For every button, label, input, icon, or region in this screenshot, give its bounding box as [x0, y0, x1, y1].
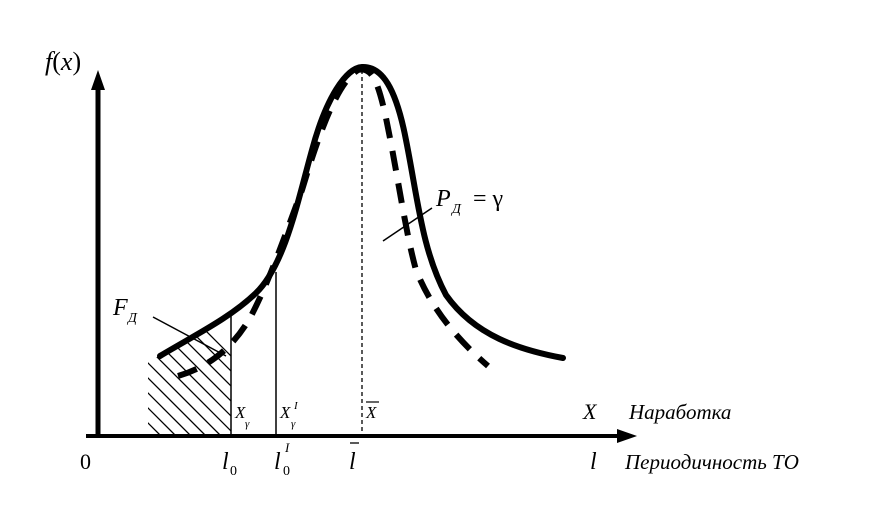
x-axis-arrow: [617, 429, 637, 443]
y-axis-label-x: x: [60, 47, 73, 76]
x-axis-caption-bottom: Периодичность ТО: [624, 450, 799, 474]
svg-text:f(x): f(x): [45, 47, 81, 76]
marker-l0: l: [222, 449, 229, 475]
leader-P: [382, 207, 433, 242]
annotation-F: F: [112, 295, 128, 321]
y-axis-label-paren-close: ): [72, 47, 81, 76]
annotation-P-eq: = γ: [473, 186, 504, 212]
annotation-P-sub: Д: [450, 202, 462, 217]
marker-X-gamma-I-sub: γ: [291, 418, 296, 430]
annotation-P: P: [435, 186, 451, 212]
marker-l0I-sup: I: [284, 440, 290, 455]
marker-X-gamma-sub: γ: [245, 418, 250, 430]
dashed-density-curve: [177, 66, 490, 379]
marker-X-gamma-I: X: [279, 403, 291, 422]
marker-X-gamma: X: [234, 403, 246, 422]
marker-lbar: l: [349, 449, 356, 475]
x-axis-caption-top: Наработка: [628, 400, 731, 424]
y-axis-arrow: [91, 70, 105, 90]
x-axis-symbol-l: l: [590, 449, 597, 475]
marker-l0-sub: 0: [230, 464, 237, 479]
marker-Xbar: X: [365, 403, 377, 422]
x-axis-symbol-X: X: [582, 399, 598, 424]
y-axis-label-f: f: [45, 47, 56, 76]
annotation-F-sub: Д: [126, 311, 138, 326]
origin-label: 0: [80, 449, 91, 474]
y-axis-label-paren-open: (: [52, 47, 61, 76]
leader-F: [152, 316, 227, 357]
marker-l0I: l: [274, 449, 281, 475]
marker-l0I-sub: 0: [283, 464, 290, 479]
marker-X-gamma-I-sup: I: [293, 400, 299, 412]
